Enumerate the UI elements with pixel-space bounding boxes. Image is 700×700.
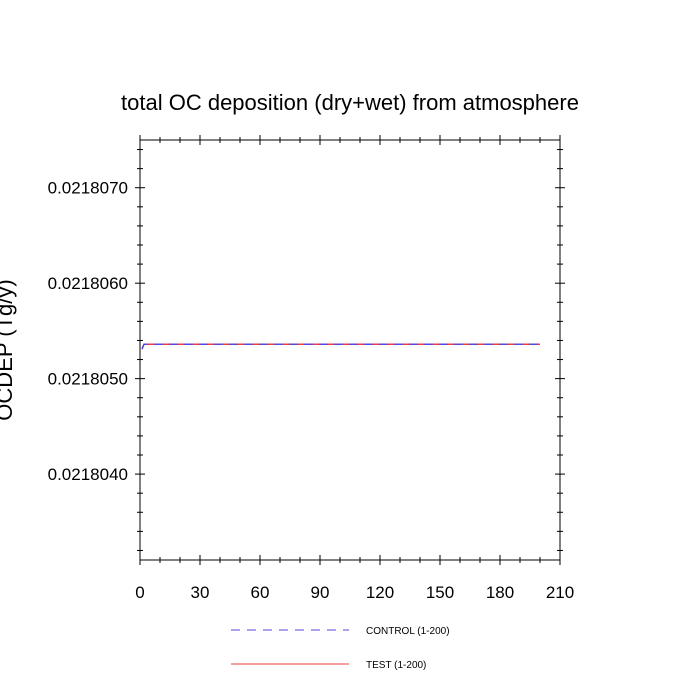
plot-frame [139, 139, 561, 561]
x-tick-label: 180 [486, 583, 514, 602]
x-tick-label: 30 [191, 583, 210, 602]
legend-label-test: TEST (1-200) [366, 660, 426, 671]
y-tick-label: 0.0218070 [48, 179, 128, 198]
legend-label-control: CONTROL (1-200) [366, 626, 450, 637]
x-tick-label: 90 [311, 583, 330, 602]
y-tick-label: 0.0218060 [48, 274, 128, 293]
x-tick-label: 210 [546, 583, 574, 602]
x-tick-label: 0 [135, 583, 144, 602]
y-axis-label: OCDEP (Tg/y) [0, 279, 17, 420]
axis-ticks: 0 30 60 90 120 150 180 210 0.0218040 0.0218050 0.0… [48, 135, 574, 602]
x-tick-label: 60 [251, 583, 270, 602]
x-tick-label: 150 [426, 583, 454, 602]
y-tick-label: 0.0218040 [48, 465, 128, 484]
series-lines [141, 343, 540, 350]
chart-title: total OC deposition (dry+wet) from atmos… [121, 90, 579, 115]
x-tick-label: 120 [366, 583, 394, 602]
series-line-control [141, 343, 540, 350]
y-tick-label: 0.0218050 [48, 370, 128, 389]
legend: CONTROL (1-200) TEST (1-200) [231, 626, 450, 671]
